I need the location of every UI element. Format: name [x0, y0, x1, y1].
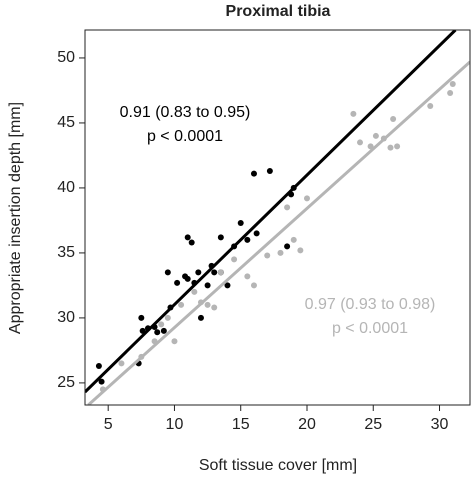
point [144, 325, 151, 332]
point [288, 191, 295, 198]
point [250, 170, 257, 177]
point [151, 324, 158, 331]
point [138, 314, 145, 321]
point [99, 386, 106, 393]
point [208, 262, 215, 269]
plot-area [85, 30, 470, 405]
annotation: p < 0.0001 [147, 128, 223, 145]
point [297, 247, 304, 254]
point [394, 143, 401, 150]
x-tick-label: 5 [104, 416, 113, 433]
fit-line [87, 60, 470, 405]
point [303, 195, 310, 202]
point [380, 135, 387, 142]
x-tick-label: 30 [431, 416, 449, 433]
point [224, 282, 231, 289]
y-tick-label: 35 [57, 244, 75, 261]
point [231, 256, 238, 263]
point [244, 236, 251, 243]
point [98, 378, 105, 385]
point [264, 252, 271, 259]
point [197, 299, 204, 306]
point [195, 269, 202, 276]
point [178, 301, 185, 308]
fit-line [85, 30, 457, 394]
point [387, 144, 394, 151]
point [171, 338, 178, 345]
x-axis-label: Soft tissue cover [mm] [199, 457, 357, 474]
point [253, 230, 260, 237]
point [184, 234, 191, 241]
point [427, 103, 434, 110]
point [284, 243, 291, 250]
point [154, 329, 161, 336]
point [158, 321, 165, 328]
point [211, 269, 218, 276]
annotation: p < 0.0001 [332, 320, 408, 337]
x-tick-label: 10 [166, 416, 184, 433]
point [277, 249, 284, 256]
point [250, 282, 257, 289]
point [211, 304, 218, 311]
point [237, 220, 244, 227]
point [449, 80, 456, 87]
point [390, 116, 397, 123]
point [138, 353, 145, 360]
plot-frame [84, 29, 471, 406]
point [164, 269, 171, 276]
point [139, 327, 146, 334]
point [284, 204, 291, 211]
point [217, 269, 224, 276]
x-tick-label: 20 [298, 416, 316, 433]
point [290, 236, 297, 243]
annotation: 0.91 (0.83 to 0.95) [120, 104, 251, 121]
annotation: 0.97 (0.93 to 0.98) [305, 296, 436, 313]
point [184, 275, 191, 282]
point [350, 110, 357, 117]
x-tick-label: 25 [364, 416, 382, 433]
point [164, 314, 171, 321]
point [118, 360, 125, 367]
point [167, 304, 174, 311]
point [372, 132, 379, 139]
y-axis-label: Appropriate insertion depth [mm] [7, 102, 24, 334]
point [95, 363, 102, 370]
point [231, 243, 238, 250]
point [447, 90, 454, 97]
point [244, 273, 251, 280]
point [367, 143, 374, 150]
point [174, 279, 181, 286]
y-tick-label: 25 [57, 374, 75, 391]
point [266, 168, 273, 175]
chart-title: Proximal tibia [226, 3, 331, 20]
point [160, 327, 167, 334]
point [204, 282, 211, 289]
y-tick-label: 50 [57, 49, 75, 66]
point [217, 234, 224, 241]
point [191, 279, 198, 286]
y-tick-label: 40 [57, 179, 75, 196]
point [357, 139, 363, 146]
y-tick-label: 30 [57, 309, 75, 326]
point [290, 184, 297, 191]
point [204, 301, 211, 308]
y-tick-label: 45 [57, 114, 75, 131]
x-tick-label: 15 [232, 416, 250, 433]
point [191, 288, 198, 295]
point [197, 314, 204, 321]
point [151, 338, 158, 345]
point [188, 239, 195, 246]
